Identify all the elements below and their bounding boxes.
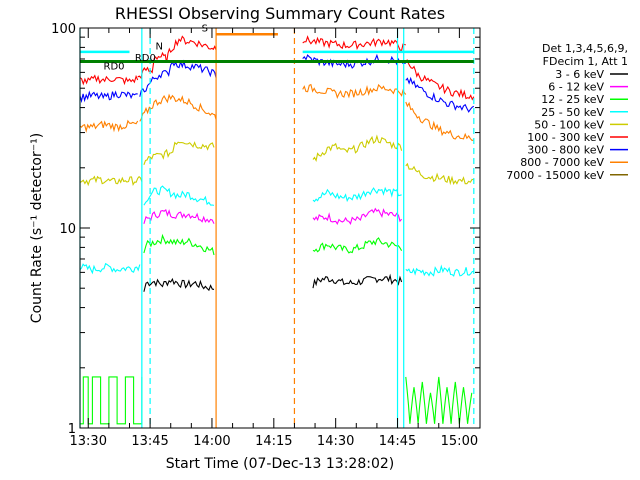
series-5-segment-4 [405,162,474,186]
y-tick-label: 1 [68,422,76,437]
legend-entry: 7000 - 15000 keV [506,169,628,182]
legend-header-line: FDecim 1, Att 1 [543,55,628,68]
series-8 [80,83,474,142]
series-4-segment-1 [80,262,141,275]
y-axis-label: Count Rate (s⁻¹ detector⁻¹) [29,133,45,323]
x-axis-label: Start Time (07-Dec-13 13:28:02) [166,456,394,472]
series-1-segment-1 [143,277,215,292]
x-tick-label: 14:00 [193,434,230,449]
series-1 [143,273,403,292]
chart-title: RHESSI Observing Summary Count Rates [115,4,445,23]
legend-label: 300 - 800 keV [527,144,604,157]
series-3-segment-1 [80,376,143,425]
y-axis: 1 10 100 [51,22,480,437]
legend-entry: 3 - 6 keV [555,68,628,81]
series-6-segment-2 [137,35,217,80]
series-6-segment-4 [405,58,475,101]
series-2-segment-2 [312,207,403,225]
legend-label: 6 - 12 keV [548,81,604,94]
n-label: N [155,42,162,53]
legend-label: 12 - 25 keV [541,93,604,106]
legend-entry: 25 - 50 keV [541,106,628,119]
series-4-segment-2 [143,185,215,206]
x-axis: 13:30 13:45 14:00 14:15 14:30 14:45 15:00 [70,28,478,449]
legend-label: 800 - 7000 keV [520,156,604,169]
series-4-segment-4 [405,264,474,277]
series-7-segment-1 [80,90,138,104]
legend: Det 1,3,4,5,6,9,FDecim 1, Att 13 - 6 keV… [506,42,628,182]
x-tick-label: 14:30 [317,434,354,449]
legend-label: 3 - 6 keV [555,68,604,81]
series-7-segment-2 [139,59,217,97]
x-tick-label: 13:30 [70,434,107,449]
legend-entry: 50 - 100 keV [534,118,628,131]
series-8-segment-4 [405,101,474,142]
legend-entry: 300 - 800 keV [527,144,628,157]
series-3 [80,233,473,425]
series-4-segment-3 [312,186,402,203]
series-8-segment-2 [139,93,217,122]
legend-entry: 100 - 300 keV [527,131,628,144]
x-tick-label: 15:00 [441,434,478,449]
series-7-segment-4 [405,76,475,113]
legend-entry: 6 - 12 keV [548,81,628,94]
s-label: S [202,24,208,35]
series-6-segment-1 [80,74,139,86]
legend-entry: 12 - 25 keV [541,93,628,106]
series-4 [80,185,474,277]
series-3-segment-4 [405,376,473,424]
series-6 [80,35,475,101]
legend-header-line: Det 1,3,4,5,6,9, [542,42,628,55]
series-2 [143,207,403,225]
legend-label: 7000 - 15000 keV [506,169,604,182]
legend-label: 100 - 300 keV [527,131,604,144]
rd0-label-2: RD0 [135,53,156,64]
legend-entry: 800 - 7000 keV [520,156,628,169]
rd0-label-1: RD0 [104,62,125,73]
x-tick-label: 13:45 [131,434,168,449]
legend-label: 25 - 50 keV [541,106,604,119]
series-6-segment-3 [302,35,406,52]
y-tick-label: 100 [51,22,76,37]
series-1-segment-2 [312,273,403,289]
y-tick-label: 10 [59,222,76,237]
series-5 [80,134,474,187]
x-tick-label: 14:45 [379,434,416,449]
series-8-segment-3 [302,83,407,99]
series-3-segment-3 [312,237,403,254]
series-3-segment-2 [143,233,215,256]
series-5-segment-1 [80,175,143,187]
series-5-segment-2 [143,141,215,165]
series-8-segment-1 [80,119,139,133]
legend-label: 50 - 100 keV [534,118,604,131]
series-5-segment-3 [312,134,403,162]
series-2-segment-1 [143,208,215,224]
x-tick-label: 14:15 [255,434,292,449]
